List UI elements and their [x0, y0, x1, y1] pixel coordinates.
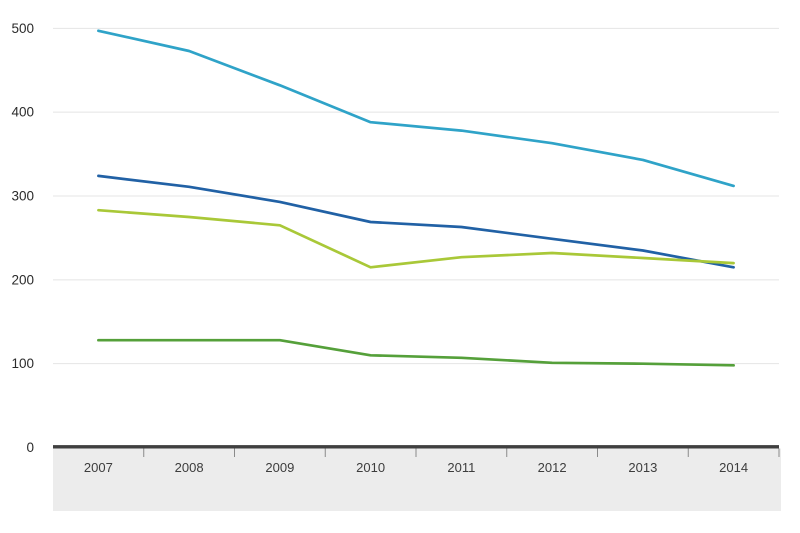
x-axis-label-2008: 2008	[175, 460, 204, 475]
series-lime-green-line	[97, 208, 735, 269]
x-axis-label-2012: 2012	[538, 460, 567, 475]
x-axis-label-2014: 2014	[719, 460, 748, 475]
x-axis-label-2011: 2011	[447, 460, 475, 475]
y-axis-label-500: 500	[11, 21, 34, 36]
x-axis-band	[53, 448, 781, 511]
series-dark-blue-line	[97, 174, 735, 269]
series-dark-green-line	[97, 338, 735, 367]
y-axis-label-0: 0	[26, 440, 34, 455]
series-light-blue-line	[97, 29, 735, 188]
y-axis-label-300: 300	[11, 188, 34, 203]
x-axis-label-2007: 2007	[84, 460, 113, 475]
x-axis-label-2010: 2010	[356, 460, 385, 475]
y-axis-label-400: 400	[11, 105, 34, 120]
x-axis-line	[53, 445, 779, 449]
x-axis-label-2009: 2009	[265, 460, 294, 475]
x-axis-label-2013: 2013	[628, 460, 657, 475]
y-axis-label-200: 200	[11, 272, 34, 287]
y-axis-label-100: 100	[11, 356, 34, 371]
